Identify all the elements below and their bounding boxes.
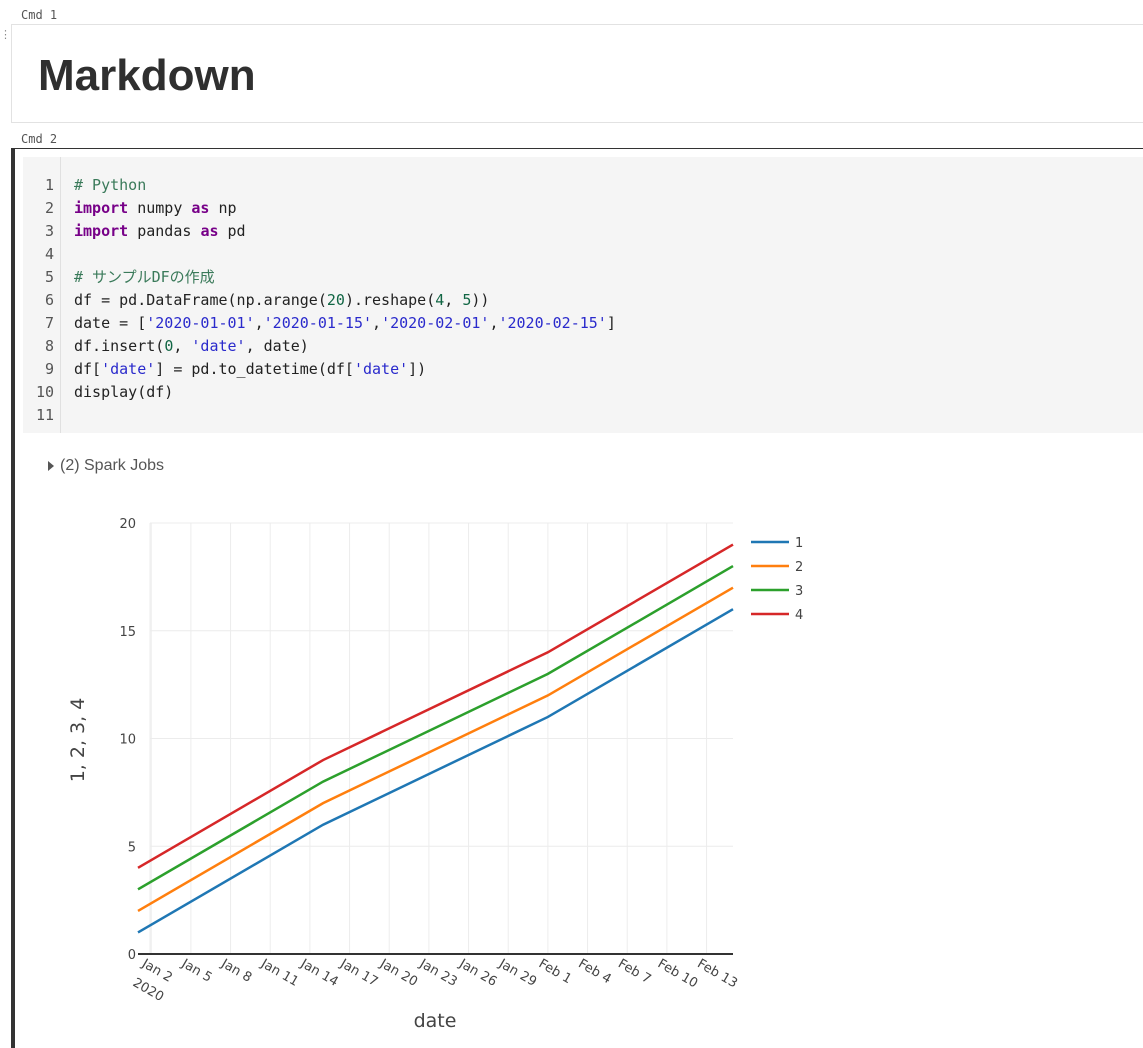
- spark-jobs-toggle[interactable]: (2) Spark Jobs: [48, 457, 164, 475]
- x-tick-label: Feb 4: [576, 956, 614, 987]
- line-number: 10: [35, 383, 54, 401]
- x-tick-label: Jan 14: [297, 956, 341, 990]
- line-number-gutter: 1 2 3 4 5 6 7 8 9 10 11: [23, 157, 61, 433]
- x-tick-label: Jan 20: [376, 956, 420, 990]
- x-tick-label: Jan 5: [178, 956, 214, 986]
- x-tick-label: Feb 10: [655, 956, 700, 991]
- line-number: 5: [44, 268, 54, 286]
- x-axis-title: date: [414, 1010, 457, 1032]
- markdown-heading: Markdown: [38, 51, 256, 100]
- line-number: 8: [44, 337, 54, 355]
- line-number: 2: [44, 199, 54, 217]
- cmd-1-label: Cmd 1: [21, 8, 58, 22]
- y-axis-title: 1, 2, 3, 4: [67, 698, 89, 783]
- spark-jobs-label: (2) Spark Jobs: [60, 457, 165, 474]
- code-line: import numpy as np: [74, 199, 237, 217]
- code-editor[interactable]: 1 2 3 4 5 6 7 8 9 10 11 # Python import …: [23, 157, 1143, 433]
- x-tick-label: Feb 1: [536, 956, 574, 987]
- line-number: 1: [44, 176, 54, 194]
- y-tick-label: 20: [119, 517, 136, 532]
- y-tick-label: 10: [119, 733, 136, 748]
- expand-triangle-icon: [48, 461, 54, 471]
- x-tick-label: Jan 29: [495, 956, 539, 990]
- code-line: # Python: [74, 176, 147, 194]
- x-tick-label: Jan 17: [337, 956, 381, 990]
- series-line-2: [137, 586, 734, 912]
- cell-handle-icon[interactable]: ⋮: [0, 29, 11, 41]
- code-line: display(df): [74, 383, 174, 401]
- y-tick-label: 15: [119, 625, 136, 640]
- x-tick-label: Feb 13: [695, 956, 740, 991]
- line-number: 3: [44, 222, 54, 240]
- legend-label-3: 3: [795, 584, 803, 599]
- code-line: date = ['2020-01-01','2020-01-15','2020-…: [74, 314, 616, 332]
- code-line: # サンプルDFの作成: [74, 268, 215, 286]
- line-number: 7: [44, 314, 54, 332]
- code-line: df = pd.DataFrame(np.arange(20).reshape(…: [74, 291, 490, 309]
- x-tick-label: Jan 11: [257, 956, 301, 990]
- code-line: df.insert(0, 'date', date): [74, 337, 309, 355]
- legend-label-2: 2: [795, 560, 803, 575]
- x-tick-label: Jan 26: [456, 956, 500, 990]
- x-tick-label: Jan 23: [416, 956, 460, 990]
- line-number: 9: [44, 360, 54, 378]
- legend-label-1: 1: [795, 536, 803, 551]
- line-number: 6: [44, 291, 54, 309]
- cmd-2-label: Cmd 2: [21, 132, 58, 146]
- line-number: 11: [35, 406, 54, 424]
- x-tick-label: Feb 7: [615, 956, 653, 987]
- series-line-1: [137, 608, 734, 934]
- x-tick-label: Jan 8: [218, 956, 254, 986]
- y-tick-label: 0: [128, 948, 136, 963]
- markdown-cell[interactable]: Markdown: [11, 24, 1143, 123]
- code-line: import pandas as pd: [74, 222, 246, 240]
- legend-label-4: 4: [795, 608, 803, 623]
- line-number: 4: [44, 245, 54, 263]
- series-line-4: [137, 543, 734, 869]
- code-line: df['date'] = pd.to_datetime(df['date']): [74, 360, 427, 378]
- y-tick-label: 5: [128, 840, 136, 855]
- series-line-3: [137, 565, 734, 891]
